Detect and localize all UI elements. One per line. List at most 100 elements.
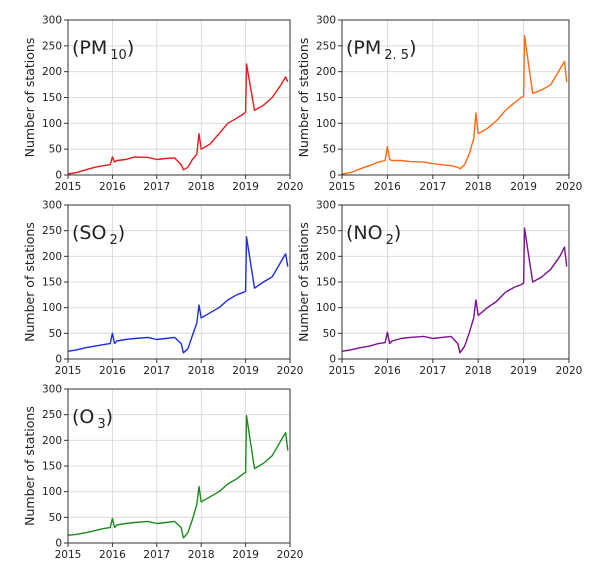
y-tick-label: 50	[49, 512, 62, 524]
y-tick-label: 150	[42, 277, 62, 289]
y-axis-label: Number of stations	[22, 38, 37, 158]
panel-title-subscript: 10	[110, 48, 127, 63]
x-tick-label: 2020	[556, 181, 583, 193]
y-tick-label: 200	[42, 435, 62, 447]
y-tick-label: 250	[316, 40, 336, 52]
panel-title-subscript: 3	[97, 417, 105, 432]
panel-pm10: 2015 2016 2017 2018 2019 2020 0 50 100 150 200 250 3…	[22, 15, 303, 194]
y-tick-label: 0	[55, 538, 62, 550]
panel-title-close: )	[106, 406, 113, 428]
y-axis-label: Number of stations	[296, 222, 311, 342]
series-line-o3	[67, 415, 289, 539]
y-tick-label: 250	[316, 225, 336, 237]
x-tick-label: 2017	[143, 365, 170, 377]
y-axis-label: Number of stations	[22, 222, 37, 342]
x-tick-label: 2016	[99, 181, 126, 193]
x-tick-label: 2019	[232, 549, 259, 561]
y-tick-label: 200	[42, 66, 62, 78]
x-tick-label: 2020	[277, 181, 304, 193]
x-tick-label: 2015	[329, 365, 356, 377]
y-tick-label: 300	[42, 15, 62, 27]
panel-pm25: 2015 2016 2017 2018 2019 2020 0 50 100 150 200 250 3…	[296, 15, 582, 194]
y-tick-label: 250	[42, 409, 62, 421]
y-tick-label: 150	[42, 461, 62, 473]
y-tick-label: 200	[42, 251, 62, 263]
x-tick-label: 2019	[232, 365, 259, 377]
y-tick-label: 100	[42, 302, 62, 314]
x-tick-label: 2016	[374, 365, 401, 377]
x-tick-label: 2016	[99, 365, 126, 377]
y-tick-label: 200	[316, 251, 336, 263]
panel-o3: 2015 2016 2017 2018 2019 2020 0 50 100 150 200 250 3…	[22, 384, 303, 562]
panel-title: (NO 2)	[346, 222, 401, 248]
y-tick-label: 100	[316, 302, 336, 314]
x-tick-label: 2020	[556, 365, 583, 377]
x-tick-label: 2015	[55, 549, 82, 561]
y-tick-label: 150	[42, 92, 62, 104]
y-tick-label: 0	[329, 170, 336, 182]
panel-title-main: (PM	[72, 37, 107, 59]
panel-title-close: )	[394, 222, 401, 244]
y-axis-label: Number of stations	[22, 406, 37, 526]
y-tick-label: 300	[316, 15, 336, 27]
panel-title-main: (O	[72, 406, 94, 428]
x-tick-label: 2017	[419, 365, 446, 377]
series-line-pm10	[67, 63, 289, 175]
x-tick-label: 2020	[277, 365, 304, 377]
x-tick-label: 2018	[188, 549, 215, 561]
x-tick-label: 2018	[188, 181, 215, 193]
panel-title-main: (PM	[346, 37, 381, 59]
panel-title: (PM 2. 5)	[346, 37, 417, 63]
y-tick-label: 150	[316, 277, 336, 289]
y-tick-label: 50	[323, 328, 336, 340]
panel-so2: 2015 2016 2017 2018 2019 2020 0 50 100 150 200 250 3…	[22, 200, 303, 378]
series-line-pm25	[341, 34, 568, 175]
y-tick-label: 300	[42, 200, 62, 212]
panel-title-main: (SO	[72, 222, 106, 244]
panel-title-close: )	[118, 222, 125, 244]
panel-title: (SO 2)	[72, 222, 125, 248]
y-tick-label: 100	[42, 486, 62, 498]
x-tick-label: 2015	[55, 365, 82, 377]
x-tick-label: 2017	[419, 181, 446, 193]
panel-title-main: (NO	[346, 222, 383, 244]
panel-title-subscript: 2	[386, 233, 394, 248]
x-tick-label: 2016	[99, 549, 126, 561]
panel-title-close: )	[409, 37, 416, 59]
y-tick-label: 150	[316, 92, 336, 104]
x-tick-label: 2015	[329, 181, 356, 193]
x-tick-label: 2019	[232, 181, 259, 193]
panel-no2: 2015 2016 2017 2018 2019 2020 0 50 100 150 200 250 3…	[296, 200, 582, 378]
panel-title: (PM 10)	[72, 37, 134, 63]
y-tick-label: 50	[323, 144, 336, 156]
x-tick-label: 2019	[510, 181, 537, 193]
y-tick-label: 300	[316, 200, 336, 212]
series-line-so2	[67, 236, 289, 354]
y-tick-label: 50	[49, 144, 62, 156]
x-tick-label: 2017	[143, 549, 170, 561]
x-tick-label: 2017	[143, 181, 170, 193]
x-tick-label: 2020	[277, 549, 304, 561]
x-tick-label: 2018	[188, 365, 215, 377]
y-tick-label: 0	[55, 354, 62, 366]
y-tick-label: 0	[55, 170, 62, 182]
y-tick-label: 50	[49, 328, 62, 340]
x-tick-label: 2019	[510, 365, 537, 377]
panel-title-subscript: 2	[109, 233, 117, 248]
y-tick-label: 100	[42, 118, 62, 130]
x-tick-label: 2018	[465, 365, 492, 377]
y-tick-label: 300	[42, 384, 62, 396]
y-tick-label: 100	[316, 118, 336, 130]
y-tick-label: 0	[329, 354, 336, 366]
panel-title-close: )	[127, 37, 134, 59]
x-tick-label: 2018	[465, 181, 492, 193]
y-tick-label: 200	[316, 66, 336, 78]
x-tick-label: 2015	[55, 181, 82, 193]
y-axis-label: Number of stations	[296, 38, 311, 158]
y-tick-label: 250	[42, 225, 62, 237]
panel-title: (O 3)	[72, 406, 113, 432]
x-tick-label: 2016	[374, 181, 401, 193]
panel-title-subscript: 2. 5	[384, 48, 409, 63]
series-line-no2	[341, 227, 568, 354]
